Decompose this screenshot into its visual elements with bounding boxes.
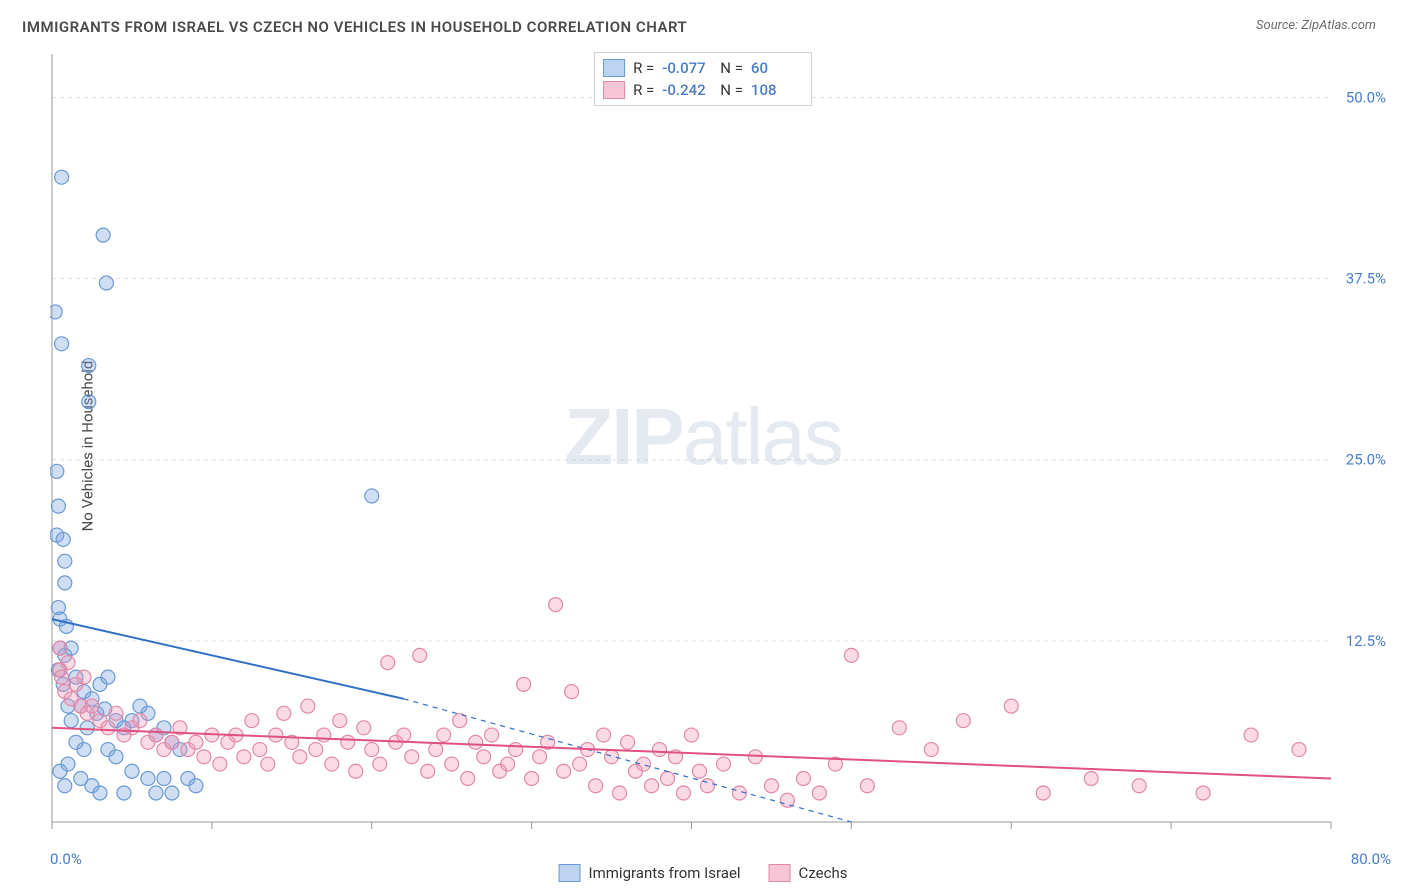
n-label: N = — [720, 57, 743, 79]
legend-label: Czechs — [799, 864, 848, 882]
legend-row: R = -0.077 N = 60 — [603, 57, 801, 79]
chart-title: IMMIGRANTS FROM ISRAEL VS CZECH NO VEHIC… — [22, 18, 687, 36]
series-legend: Immigrants from Israel Czechs — [559, 864, 848, 882]
legend-swatch-israel — [603, 59, 625, 77]
svg-text:12.5%: 12.5% — [1346, 632, 1386, 650]
scatter-chart: 12.5% 25.0% 37.5% 50.0% — [50, 48, 1391, 842]
n-label: N = — [720, 79, 743, 101]
legend-swatch-czech — [769, 864, 791, 882]
n-value: 60 — [751, 57, 801, 79]
correlation-legend: R = -0.077 N = 60 R = -0.242 N = 108 — [594, 52, 812, 106]
x-axis-start: 0.0% — [50, 850, 82, 868]
svg-text:37.5%: 37.5% — [1346, 270, 1386, 288]
r-label: R = — [633, 79, 654, 101]
source-attribution: Source: ZipAtlas.com — [1256, 18, 1376, 33]
r-value: -0.077 — [662, 57, 712, 79]
r-value: -0.242 — [662, 79, 712, 101]
legend-swatch-israel — [559, 864, 581, 882]
r-label: R = — [633, 57, 654, 79]
legend-item: Czechs — [769, 864, 848, 882]
legend-swatch-czech — [603, 81, 625, 99]
x-axis-end: 80.0% — [1351, 850, 1391, 868]
legend-item: Immigrants from Israel — [559, 864, 741, 882]
svg-text:50.0%: 50.0% — [1346, 88, 1386, 106]
legend-label: Immigrants from Israel — [589, 864, 741, 882]
svg-text:25.0%: 25.0% — [1346, 451, 1386, 469]
legend-row: R = -0.242 N = 108 — [603, 79, 801, 101]
n-value: 108 — [751, 79, 801, 101]
plot-area: 12.5% 25.0% 37.5% 50.0% — [50, 48, 1391, 842]
